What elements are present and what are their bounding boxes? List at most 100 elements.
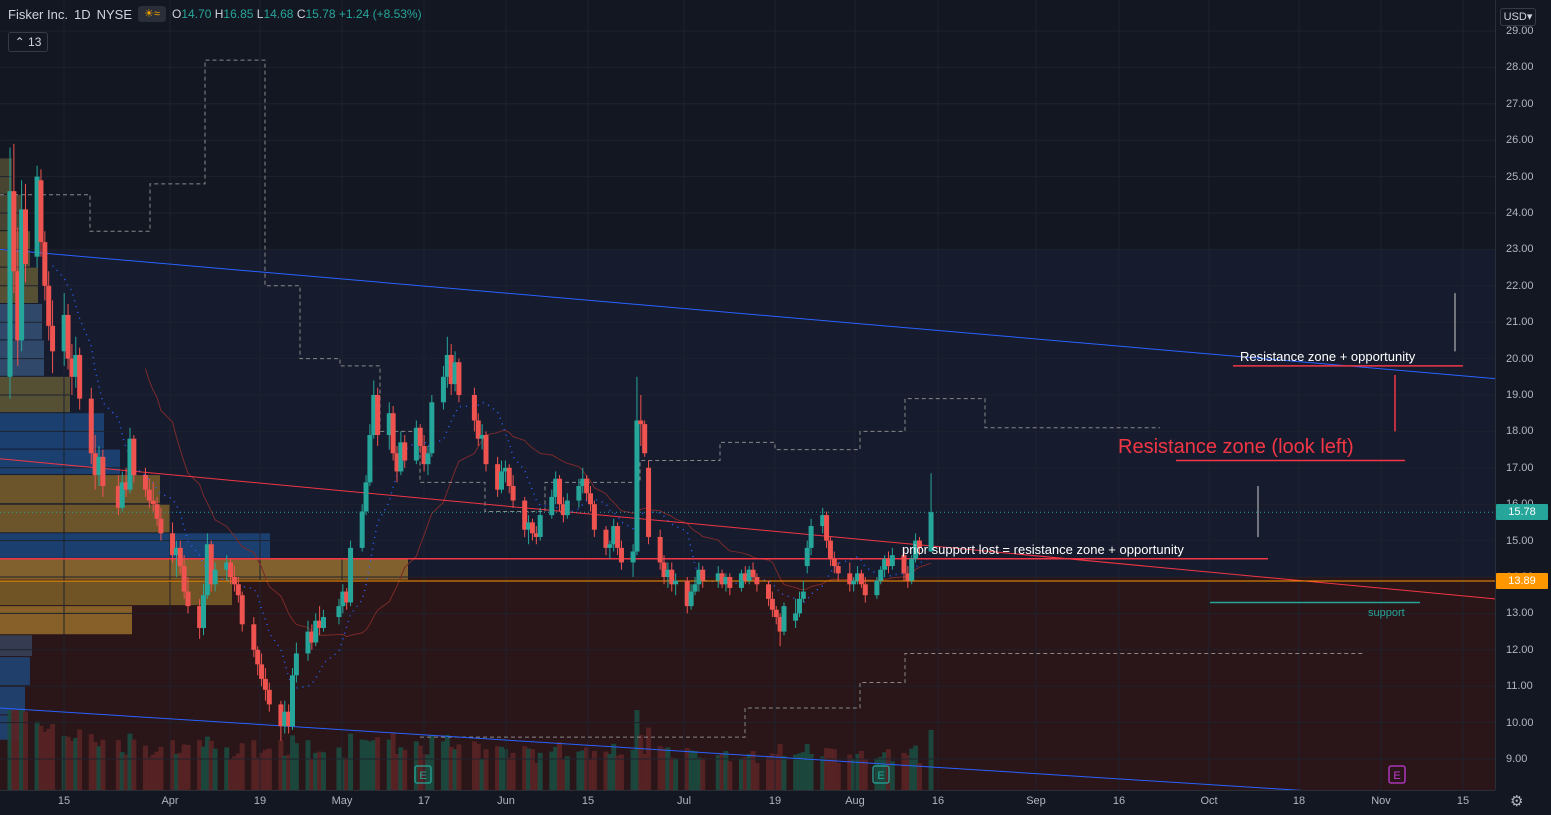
- indicators-toggle[interactable]: ⌃ 13: [8, 32, 48, 52]
- volume-bar: [479, 759, 485, 790]
- chart-plot-area[interactable]: Resistance zone + opportunity Resistance…: [0, 0, 1496, 804]
- candle-body: [363, 482, 369, 512]
- candle-body: [642, 424, 648, 454]
- volume-bar: [262, 749, 268, 790]
- price-axis[interactable]: 29.00 28.00 27.00 26.00 25.00 24.00 23.00 22.00…: [1495, 0, 1551, 790]
- volume-bar: [661, 748, 667, 790]
- candle-body: [398, 442, 404, 472]
- volume-bar: [348, 733, 354, 790]
- low-label: L: [256, 7, 264, 21]
- candle-body: [262, 678, 268, 690]
- volume-bar: [638, 734, 644, 790]
- candle-body: [471, 395, 477, 421]
- candle-body: [448, 354, 454, 385]
- volume-bar: [824, 748, 830, 790]
- volume-bar: [591, 751, 597, 790]
- volume-bar: [266, 748, 272, 790]
- interval-label[interactable]: 1D: [73, 6, 91, 22]
- volume-bar: [394, 754, 400, 790]
- level-price-badge: 13.89: [1496, 573, 1548, 589]
- high-label: H: [214, 7, 224, 21]
- volume-bar: [750, 751, 756, 790]
- volume-bar: [170, 740, 176, 790]
- volume-bar: [429, 735, 435, 790]
- volume-bar: [688, 750, 694, 790]
- volume-bar: [398, 747, 404, 790]
- time-tick: Oct: [1200, 795, 1218, 807]
- volume-bar: [827, 748, 833, 790]
- candle-body: [150, 500, 156, 505]
- volume-bar: [34, 721, 40, 790]
- gear-icon[interactable]: ⚙: [1510, 792, 1524, 810]
- volume-bar: [251, 740, 257, 790]
- volume-bar: [173, 754, 179, 790]
- candle-body: [228, 562, 234, 577]
- candle-body: [340, 591, 346, 607]
- volume-bar: [204, 736, 210, 790]
- volume-bar: [181, 744, 187, 790]
- volume-profile-bar: [0, 657, 30, 686]
- volume-bar: [38, 725, 44, 790]
- volume-bar: [611, 743, 617, 790]
- candle-body: [669, 569, 675, 585]
- volume-bar: [305, 740, 311, 790]
- candle-body: [723, 577, 729, 585]
- candle-body: [19, 209, 25, 341]
- candle-body: [916, 540, 922, 548]
- volume-bar: [913, 745, 919, 790]
- candle-body: [611, 526, 617, 545]
- candle-body: [61, 314, 67, 352]
- candle-body: [657, 536, 663, 563]
- volume-bar: [529, 749, 535, 790]
- step-line: [420, 652, 1365, 738]
- price-tick: 19.00: [1506, 389, 1534, 401]
- earnings-marker-upcoming[interactable]: E: [1388, 765, 1406, 784]
- earnings-marker[interactable]: E: [414, 765, 432, 784]
- candle-body: [204, 544, 210, 596]
- time-axis[interactable]: 15 Apr 19 May 17 Jun 15 Jul 19 Aug 16 Sep 16 Oct 18 Nov…: [0, 790, 1495, 815]
- candle-body: [526, 522, 532, 530]
- time-tick: 16: [931, 795, 945, 807]
- symbol-name[interactable]: Fisker Inc.: [8, 6, 68, 22]
- volume-bar: [371, 740, 377, 790]
- volume-bar: [862, 759, 868, 790]
- volume-bar: [835, 763, 841, 790]
- candle-body: [754, 577, 760, 585]
- candle-body: [777, 617, 783, 632]
- volume-bar: [150, 754, 156, 790]
- time-tick: 15: [57, 795, 71, 807]
- event-markers[interactable]: E E E: [414, 765, 1406, 784]
- candle-body: [440, 376, 446, 403]
- volume-bar: [471, 741, 477, 790]
- candle-body: [506, 467, 512, 486]
- indicator-count: 13: [28, 35, 42, 49]
- candle-body: [537, 515, 543, 537]
- volume-bar: [313, 752, 319, 790]
- close-value: 15.78: [305, 7, 336, 21]
- volume-bar: [588, 759, 593, 790]
- market-status-icon[interactable]: ☀≈: [138, 6, 166, 22]
- volume-bar: [185, 745, 191, 790]
- currency-selector[interactable]: USD▾: [1500, 8, 1536, 26]
- earnings-marker[interactable]: E: [872, 765, 890, 784]
- candle-body: [889, 555, 895, 567]
- volume-bar: [874, 758, 880, 790]
- price-chart-svg[interactable]: Resistance zone + opportunity Resistance…: [0, 0, 1496, 804]
- volume-bar: [367, 741, 373, 790]
- volume-bar: [359, 739, 365, 790]
- candle-body: [177, 547, 183, 567]
- volume-bar: [286, 754, 292, 790]
- time-tick: Nov: [1371, 795, 1391, 807]
- volume-bar: [309, 759, 315, 790]
- volume-bar: [278, 740, 284, 790]
- price-tick: 10.00: [1506, 716, 1534, 729]
- volume-bar: [820, 756, 826, 790]
- earnings-marker-label: E: [1393, 770, 1400, 782]
- volume-bar: [766, 756, 772, 790]
- candle-body: [452, 362, 458, 385]
- candle-body: [359, 511, 365, 548]
- price-tick: 25.00: [1506, 170, 1534, 183]
- volume-bar: [522, 746, 528, 790]
- candle-body: [50, 325, 56, 352]
- candle-body: [630, 551, 636, 563]
